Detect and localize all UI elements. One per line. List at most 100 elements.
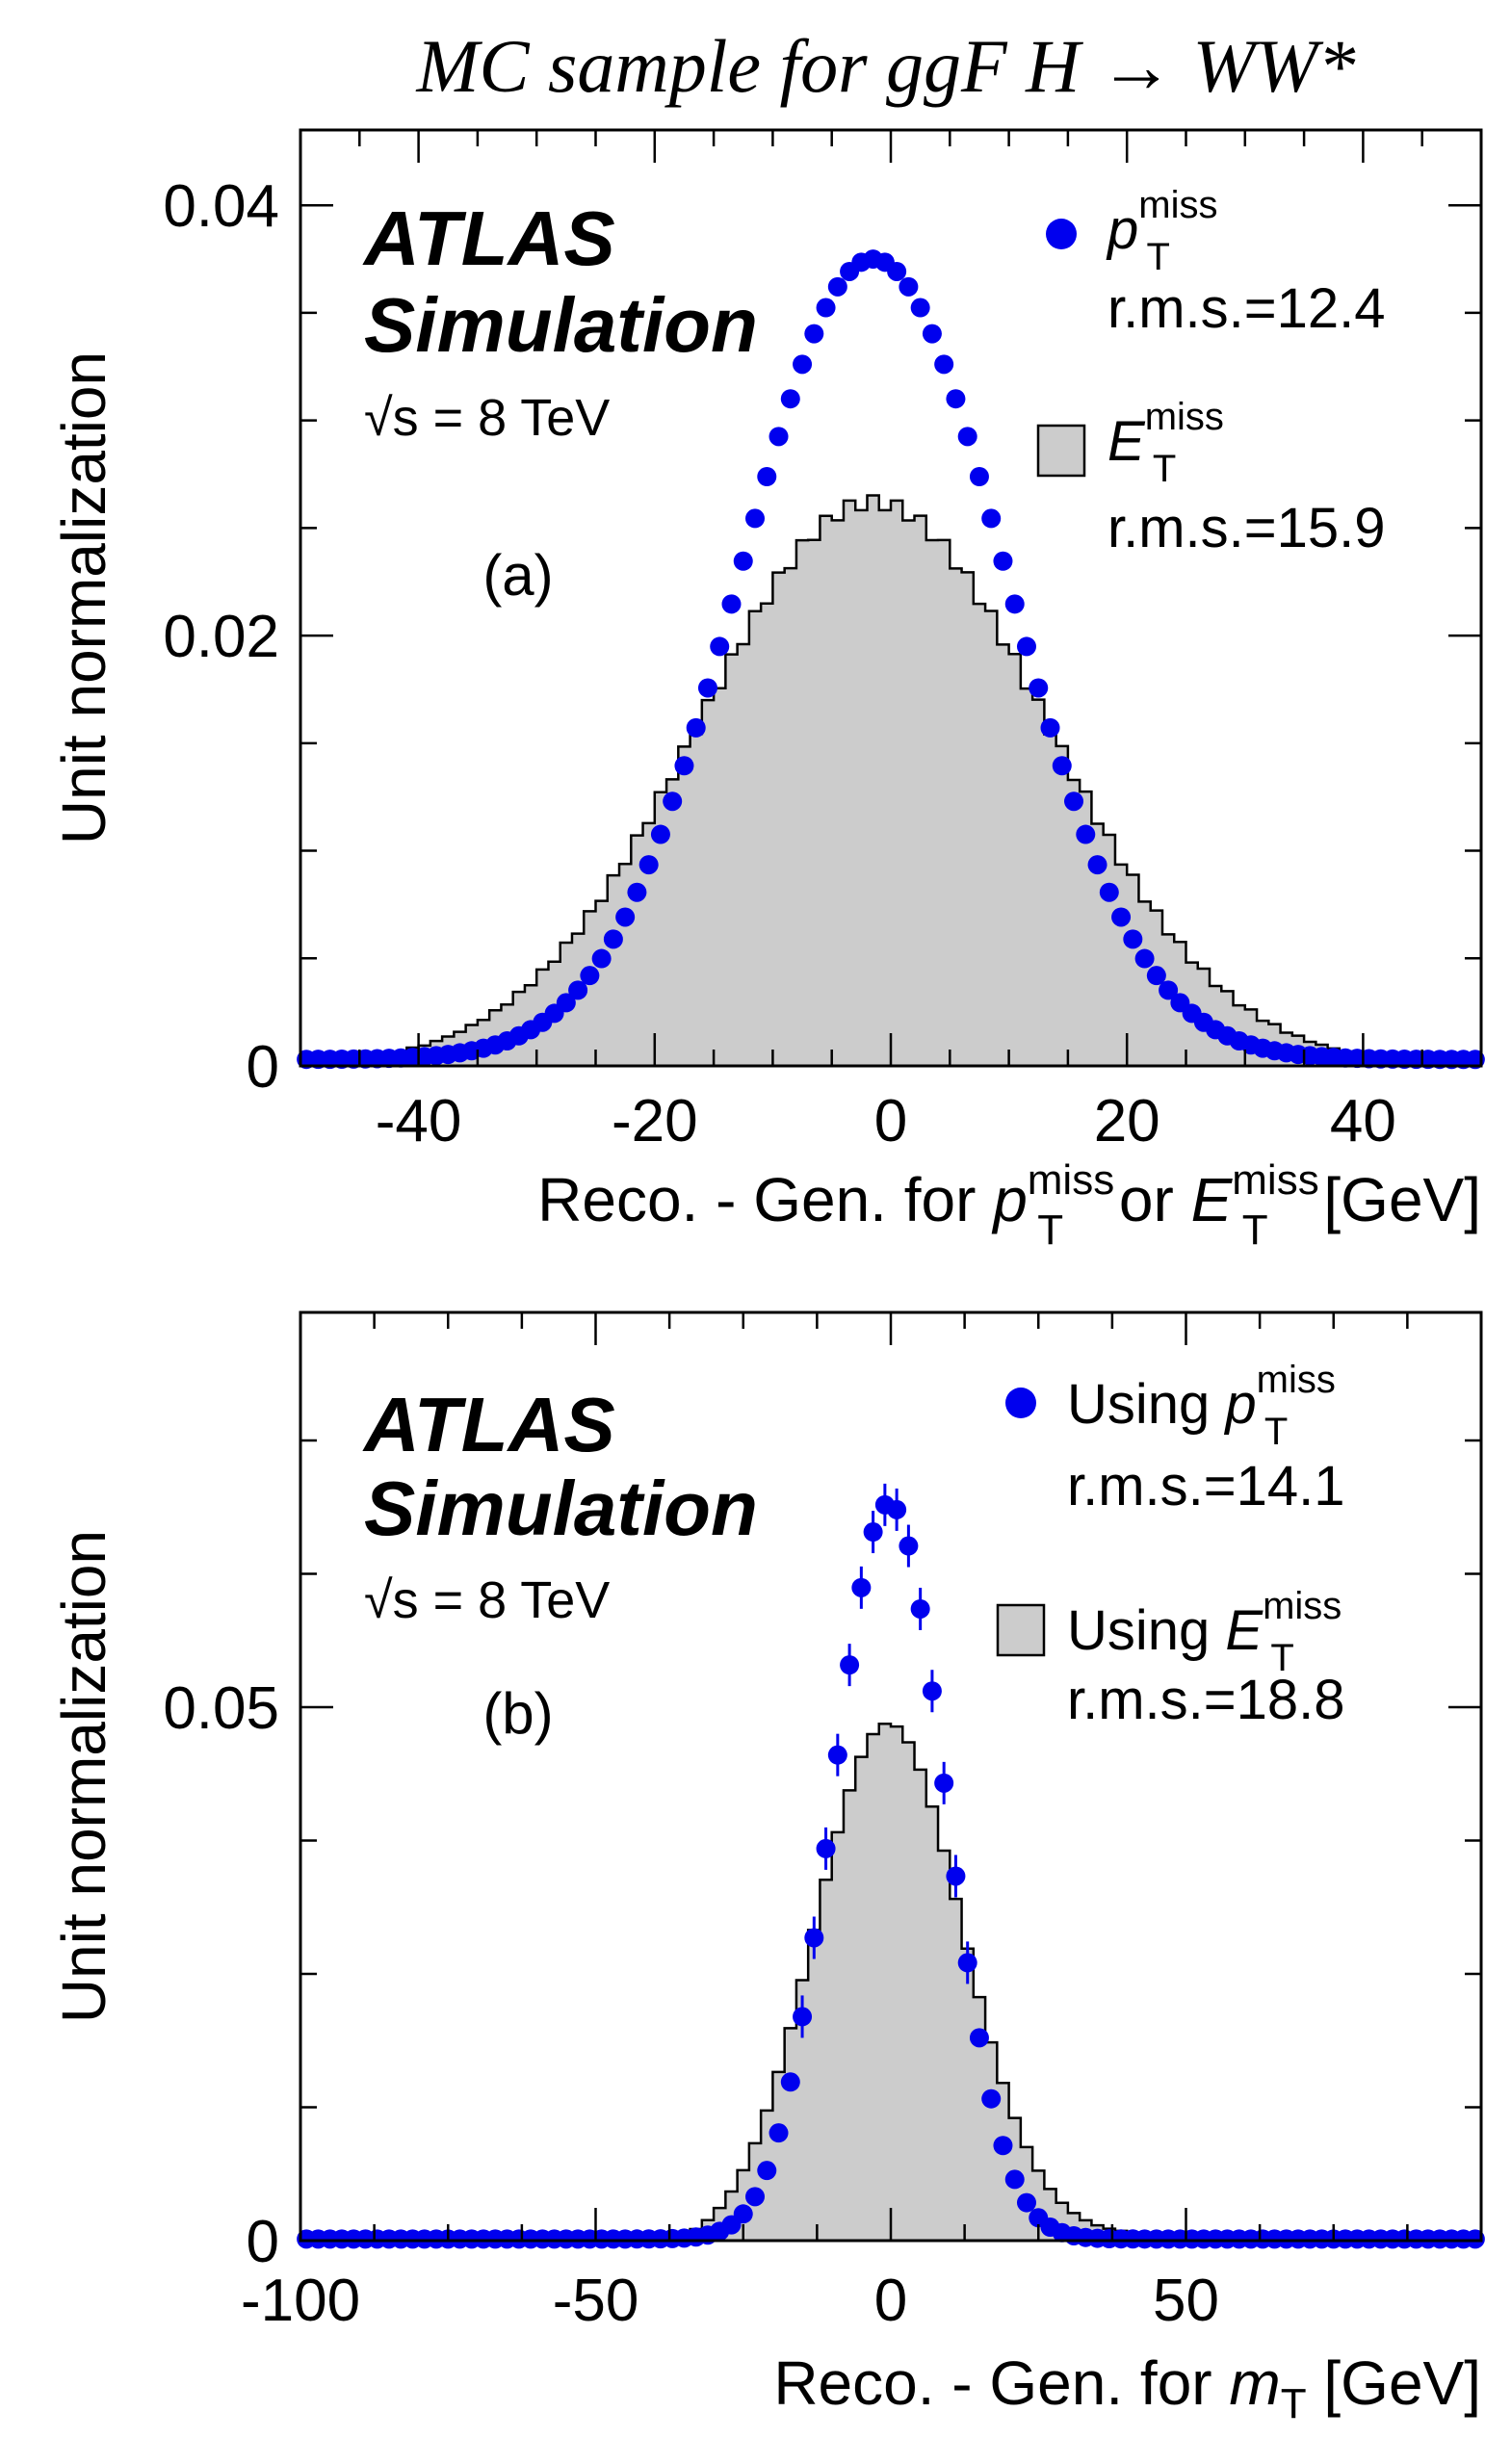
x-tick-label: -100 (241, 2268, 360, 2334)
legend-rms: r.m.s.=18.8 (1067, 1669, 1345, 1731)
data-point (627, 882, 647, 902)
data-point (1016, 636, 1036, 657)
data-point (993, 551, 1013, 571)
data-point (1029, 678, 1049, 698)
data-point (733, 2204, 753, 2224)
data-point (851, 1577, 872, 1597)
data-point (769, 427, 789, 447)
x-tick-label: 50 (1153, 2268, 1219, 2334)
legend-label: Using pmiss T (1067, 1359, 1336, 1453)
data-point (780, 2072, 800, 2092)
energy-note: √s = 8 TeV (364, 1571, 610, 1629)
data-point (721, 594, 742, 614)
data-point (910, 298, 930, 318)
data-point (1064, 791, 1084, 812)
legend-marker-histogram (996, 1603, 1046, 1657)
data-point (887, 1499, 907, 1519)
simulation-label: Simulation (364, 282, 758, 368)
y-tick-label: 0.05 (163, 1675, 279, 1742)
y-tick-label: 0.04 (163, 173, 279, 240)
data-point (1004, 2169, 1025, 2190)
data-point (969, 466, 989, 486)
data-point (686, 717, 706, 738)
data-point (899, 1536, 919, 1556)
legend-marker-histogram (1036, 424, 1086, 478)
histogram-b (299, 1723, 1481, 2243)
data-point (710, 636, 730, 657)
x-axis-title: Reco. - Gen. for pmiss T or Emiss T [GeV] (537, 1156, 1481, 1254)
panel-a: -40 -20 0 20 40 0 0.02 0.04 Unit normalization Re… (49, 128, 1485, 1254)
legend-entry: Emiss T r.m.s.=15.9 (1036, 396, 1386, 559)
data-point (981, 2088, 1002, 2109)
data-point (1123, 929, 1143, 949)
data-point (1052, 756, 1072, 776)
data-point (1159, 980, 1179, 1000)
panel-label: (b) (482, 1681, 553, 1746)
data-point (827, 276, 847, 297)
panel-label: (a) (482, 543, 553, 608)
histogram-a (300, 494, 1483, 1068)
data-point (816, 1838, 836, 1858)
data-point (910, 1598, 930, 1619)
data-point (840, 1655, 860, 1675)
data-point (946, 1866, 966, 1886)
legend-entry: Using pmiss Tr.m.s.=14.1 (1005, 1359, 1345, 1517)
x-tick-label: 0 (874, 2268, 907, 2334)
data-point (674, 756, 694, 776)
x-axis-title: Reco. - Gen. for mT [GeV] (773, 2348, 1481, 2427)
legend-label: Emiss T (1107, 396, 1224, 490)
legend-rms: r.m.s.=14.1 (1067, 1455, 1345, 1517)
data-point (1087, 855, 1107, 875)
data-point (934, 1773, 954, 1793)
histogram-outline (299, 1723, 1481, 2243)
data-point (1111, 907, 1132, 927)
data-point (733, 551, 753, 571)
data-point (816, 298, 836, 318)
data-point (1004, 594, 1025, 614)
panel-b: -100 -50 0 50 0 0.05 Unit normalization Reco. -… (49, 1310, 1485, 2427)
simulation-label: Simulation (364, 1465, 758, 1551)
data-point (757, 466, 777, 486)
data-point (757, 2161, 777, 2181)
data-point (1099, 882, 1119, 902)
energy-note: √s = 8 TeV (364, 389, 610, 447)
x-tick-label: -40 (376, 1088, 462, 1154)
data-point (969, 2028, 989, 2048)
data-point (804, 1928, 824, 1948)
data-point (793, 2007, 813, 2027)
x-tick-label: 20 (1094, 1088, 1160, 1154)
data-point (780, 389, 800, 409)
y-tick-label: 0.02 (163, 604, 279, 670)
figure-title: MC sample for ggF H → WW* (416, 24, 1356, 108)
data-point (769, 2123, 789, 2143)
legend-label: pmiss T (1106, 184, 1217, 278)
data-point (993, 2136, 1013, 2156)
y-axis-title: Unit normalization (49, 351, 118, 844)
data-point (697, 678, 717, 698)
data-point (793, 354, 813, 375)
data-point (957, 427, 977, 447)
legend-rms: r.m.s.=12.4 (1107, 277, 1386, 340)
data-point (804, 324, 824, 344)
x-tick-label: 0 (874, 1088, 907, 1154)
data-point (663, 791, 683, 812)
legend-entry: pmiss Tr.m.s.=12.4 (1046, 184, 1386, 340)
data-point (1040, 717, 1060, 738)
data-point (603, 929, 623, 949)
y-axis-title: Unit normalization (49, 1530, 118, 2023)
y-tick-label: 0 (247, 2209, 279, 2275)
atlas-label: ATLAS (362, 1382, 615, 1467)
data-point (556, 993, 576, 1013)
x-tick-label: -50 (553, 2268, 639, 2334)
legend-entry: Using Emiss Tr.m.s.=18.8 (996, 1585, 1345, 1731)
legend-label: Using Emiss T (1067, 1585, 1342, 1679)
data-point (827, 1745, 847, 1765)
atlas-label: ATLAS (362, 195, 615, 281)
y-tick-label: 0 (247, 1034, 279, 1101)
data-point (580, 966, 600, 986)
data-point (591, 948, 612, 969)
legend-marker-points (1046, 219, 1077, 249)
data-point (934, 354, 954, 375)
data-point (899, 276, 919, 297)
